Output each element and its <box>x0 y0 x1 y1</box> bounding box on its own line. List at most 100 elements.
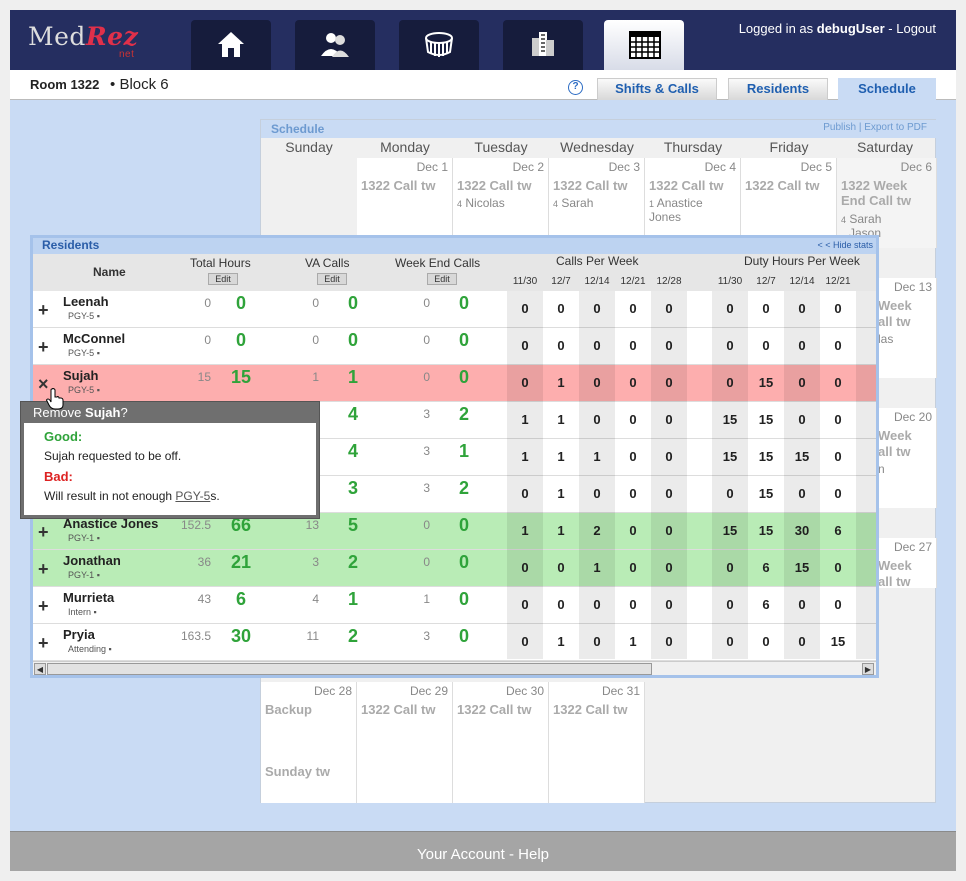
medrez-logo[interactable]: MedRez net <box>28 22 139 60</box>
resident-row[interactable]: + Leenah PGY-5 ▪ 0 0 0 0 0 0 0 0 0 0 0 0 0 0 0 <box>33 291 876 328</box>
stadium-icon <box>425 32 453 57</box>
day-cell-dec28[interactable]: Dec 28 Backup Sunday tw <box>261 682 357 803</box>
resident-name[interactable]: Murrieta <box>63 590 115 605</box>
day-cell-dec31[interactable]: Dec 31 1322 Call tw <box>549 682 645 803</box>
calls-per-week-value: 1 <box>629 634 637 649</box>
duty-hours-value: 15 <box>794 560 810 575</box>
va-calls-value: 4 <box>347 404 358 424</box>
col-name[interactable]: Name <box>93 265 126 279</box>
calls-per-week-value: 0 <box>665 486 673 501</box>
add-resident-icon[interactable]: + <box>38 633 49 653</box>
va-calls-small: 11 <box>306 629 319 643</box>
weekend-calls-small: 0 <box>423 518 430 532</box>
weekend-calls-value: 0 <box>458 515 469 535</box>
calls-per-week-value: 0 <box>593 301 601 316</box>
nav-stadium-tab[interactable] <box>399 20 479 70</box>
duty-hours-value: 0 <box>798 412 806 427</box>
weekend-calls-small: 0 <box>423 296 430 310</box>
day-cell-dec1[interactable]: Dec 1 1322 Call tw <box>357 158 453 248</box>
tab-residents[interactable]: Residents <box>728 78 828 100</box>
duty-hours-value: 0 <box>762 338 770 353</box>
logout-link[interactable]: Logout <box>896 21 936 36</box>
calls-per-week-value: 0 <box>629 597 637 612</box>
resident-name[interactable]: Anastice Jones <box>63 516 159 531</box>
pgy5-link[interactable]: PGY-5 <box>175 489 211 503</box>
help-icon[interactable]: ? <box>568 80 583 95</box>
resident-row[interactable]: + Pryia Attending ▪ 163.5 30 11 2 3 0 0 1 0 1 0 0 0 0 15 <box>33 624 876 661</box>
nav-home-tab[interactable] <box>191 20 271 70</box>
resident-row[interactable]: + Anastice Jones PGY-1 ▪ 152.5 66 13 5 0 0 1 1 2 0 0 1… <box>33 513 876 550</box>
col-va-calls[interactable]: VA Calls <box>305 256 350 270</box>
residents-panel: Residents < < Hide stats Name Total Hour… <box>30 235 879 678</box>
edit-va-calls-button[interactable]: Edit <box>317 273 347 285</box>
total-hours-small: 0 <box>204 333 211 347</box>
publish-export-links[interactable]: Publish | Export to PDF <box>823 122 927 133</box>
add-resident-icon[interactable]: + <box>38 300 49 320</box>
add-resident-icon[interactable]: + <box>38 559 49 579</box>
duty-hours-value: 0 <box>726 486 734 501</box>
duty-hours-value: 15 <box>722 523 738 538</box>
remove-resident-popup: Remove Sujah? Good: Sujah requested to b… <box>20 401 320 519</box>
calls-per-week-value: 0 <box>629 560 637 575</box>
nav-people-tab[interactable] <box>295 20 375 70</box>
duty-hours-value: 0 <box>762 301 770 316</box>
day-cell-dec4[interactable]: Dec 4 1322 Call tw 1 Anastice Jones <box>645 158 741 248</box>
horizontal-scrollbar[interactable]: ◀ ▶ <box>33 661 876 675</box>
day-cell-dec27[interactable]: Dec 27 Week all tw <box>878 538 937 589</box>
calls-per-week-value: 1 <box>521 412 529 427</box>
resident-row[interactable]: × Sujah PGY-5 ▪ 15 15 1 1 0 0 0 1 0 0 0 0 15 0 0 <box>33 365 876 402</box>
day-header-tuesday: Tuesday <box>474 139 528 155</box>
scroll-left-icon[interactable]: ◀ <box>34 663 46 675</box>
resident-name[interactable]: Leenah <box>63 294 109 309</box>
day-cell-dec30[interactable]: Dec 30 1322 Call tw <box>453 682 549 803</box>
popup-body: Good: Sujah requested to be off. Bad: Wi… <box>24 423 316 515</box>
scroll-right-icon[interactable]: ▶ <box>862 663 874 675</box>
day-cell-dec13[interactable]: Dec 13 Week all tw las <box>878 278 937 378</box>
nav-building-tab[interactable] <box>503 20 583 70</box>
resident-name[interactable]: McConnel <box>63 331 126 346</box>
duty-hours-value: 0 <box>726 597 734 612</box>
col-weekend-calls[interactable]: Week End Calls <box>395 256 481 270</box>
resident-name[interactable]: Pryia <box>63 627 95 642</box>
weekend-calls-small: 1 <box>423 592 430 606</box>
resident-name[interactable]: Jonathan <box>63 553 121 568</box>
day-cell-dec20[interactable]: Dec 20 Week all tw n <box>878 408 937 508</box>
tab-schedule[interactable]: Schedule <box>838 78 936 100</box>
week-col: 12/14 <box>584 276 610 287</box>
calls-per-week-value: 1 <box>521 523 529 538</box>
duty-hours-value: 6 <box>762 597 770 612</box>
resident-row[interactable]: + Jonathan PGY-1 ▪ 36 21 3 2 0 0 0 0 1 0 0 0 6 15 0 <box>33 550 876 587</box>
day-cell-dec5[interactable]: Dec 5 1322 Call tw <box>741 158 837 248</box>
add-resident-icon[interactable]: × <box>38 374 49 394</box>
tab-shifts-calls[interactable]: Shifts & Calls <box>597 78 717 100</box>
resident-name[interactable]: Sujah <box>63 368 99 383</box>
col-shade <box>856 291 876 659</box>
calls-per-week-value: 0 <box>665 523 673 538</box>
day-cell-dec2[interactable]: Dec 2 1322 Call tw 4 Nicolas <box>453 158 549 248</box>
scrollbar-thumb[interactable] <box>47 663 652 675</box>
resident-row[interactable]: + McConnel PGY-5 ▪ 0 0 0 0 0 0 0 0 0 0 0 0 0 0 0 <box>33 328 876 365</box>
calls-per-week-value: 0 <box>521 338 529 353</box>
day-cell-dec29[interactable]: Dec 29 1322 Call tw <box>357 682 453 803</box>
day-cell-dec3[interactable]: Dec 3 1322 Call tw 4 Sarah <box>549 158 645 248</box>
weekend-calls-value: 0 <box>458 589 469 609</box>
your-account-link[interactable]: Your Account <box>416 846 505 863</box>
add-resident-icon[interactable]: + <box>38 522 49 542</box>
resident-level: PGY-5 ▪ <box>68 311 100 321</box>
add-resident-icon[interactable]: + <box>38 596 49 616</box>
hide-stats-link[interactable]: < < Hide stats <box>817 240 873 250</box>
nav-calendar-tab[interactable] <box>604 20 684 70</box>
add-resident-icon[interactable]: + <box>38 337 49 357</box>
edit-total-hours-button[interactable]: Edit <box>208 273 238 285</box>
va-calls-value: 4 <box>347 441 358 461</box>
help-link[interactable]: Help <box>518 846 550 863</box>
calls-per-week-value: 0 <box>629 449 637 464</box>
calls-per-week-value: 0 <box>593 634 601 649</box>
calls-per-week-value: 0 <box>593 375 601 390</box>
residents-header: Residents < < Hide stats <box>33 238 876 254</box>
va-calls-small: 0 <box>312 296 319 310</box>
resident-row[interactable]: + Murrieta Intern ▪ 43 6 4 1 1 0 0 0 0 0 0 0 6 0 0 <box>33 587 876 624</box>
col-total-hours[interactable]: Total Hours <box>190 256 251 270</box>
va-calls-value: 2 <box>347 552 358 572</box>
edit-weekend-calls-button[interactable]: Edit <box>427 273 457 285</box>
